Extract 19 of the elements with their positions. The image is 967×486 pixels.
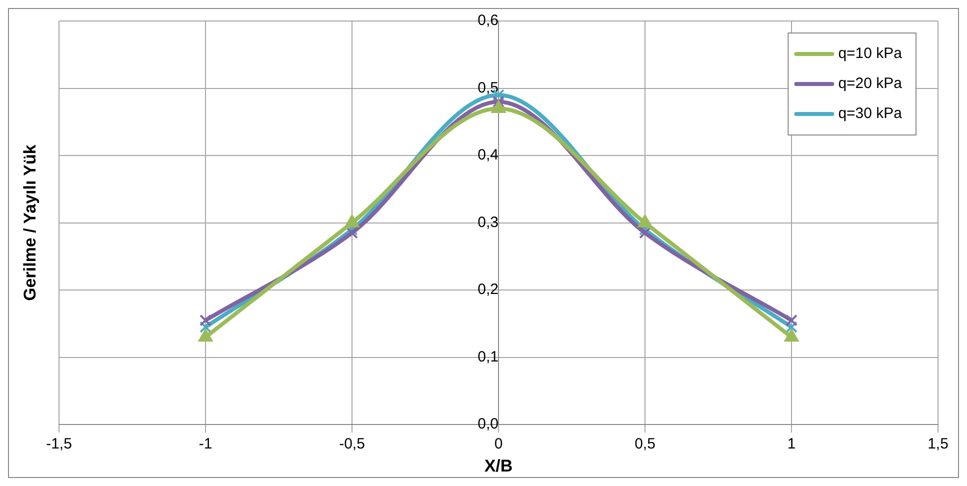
y-tick-label: 0,1: [478, 348, 498, 366]
legend-label: q=30 kPa: [838, 105, 903, 122]
y-tick-label: 0,3: [478, 214, 498, 231]
legend-label: q=10 kPa: [838, 45, 903, 62]
x-tick-label: -1,5: [46, 436, 72, 453]
x-tick-label: 1: [787, 436, 796, 453]
y-tick-label: 0,4: [478, 146, 498, 164]
x-tick-label: 1,5: [928, 436, 948, 453]
y-tick-label: 0,2: [478, 281, 498, 298]
x-tick-label: 0,5: [634, 436, 656, 453]
x-axis-title: X/B: [484, 456, 513, 476]
legend-label: q=20 kPa: [838, 75, 903, 92]
x-tick-label: -0,5: [339, 436, 365, 453]
y-tick-label: 0,5: [478, 79, 498, 96]
y-tick-label: 0,6: [478, 12, 498, 30]
x-tick-label: 0: [494, 436, 503, 453]
x-tick-label: -1: [198, 436, 212, 453]
y-axis-title: Gerilme / Yayılı Yük: [20, 144, 40, 301]
y-tick-label: 0,0: [478, 416, 498, 433]
